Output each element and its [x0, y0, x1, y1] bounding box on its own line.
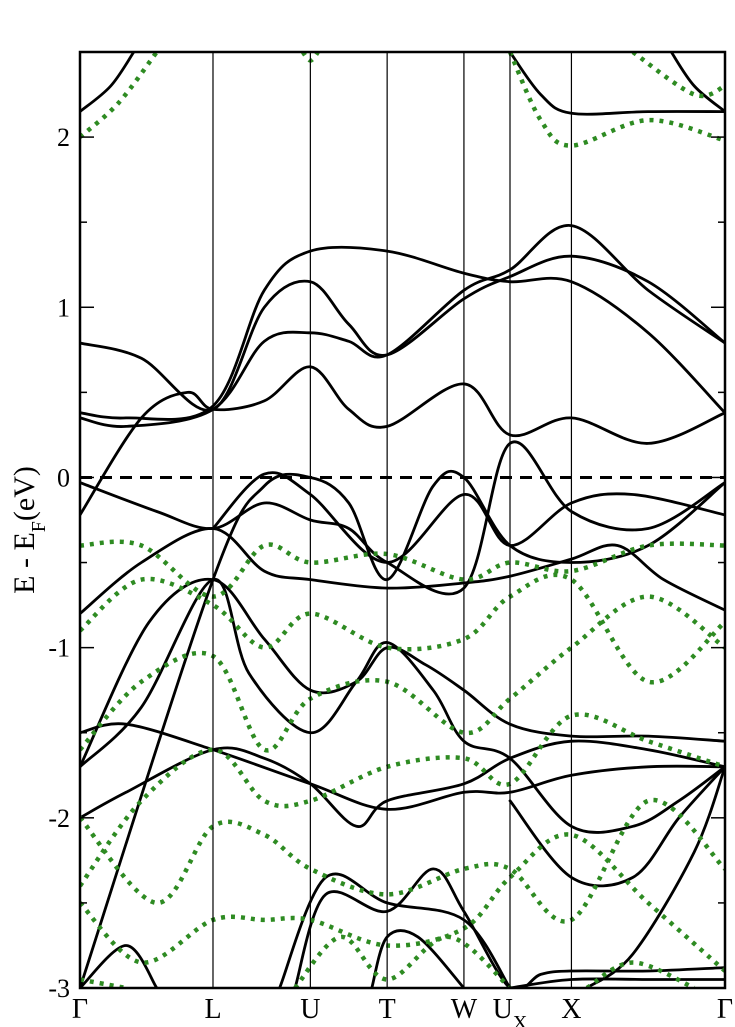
y-tick-label: 1 — [57, 293, 70, 322]
kpoint-label: W — [451, 994, 478, 1025]
solid-band-16 — [508, 765, 725, 888]
dotted-band-0 — [80, 52, 159, 139]
y-axis-title-tail: (eV) — [8, 466, 41, 521]
y-tick-label: 2 — [57, 123, 70, 152]
kpoint-lines — [212, 52, 573, 988]
solid-band-3 — [80, 578, 725, 834]
solid-band-6 — [80, 365, 725, 517]
kpoint-label-main: U — [300, 994, 320, 1025]
kpoint-label-sub: X — [513, 1012, 528, 1027]
dotted-band-11 — [293, 934, 512, 988]
solid-band-19 — [585, 765, 725, 988]
y-tick-label: -2 — [48, 804, 70, 833]
kpoint-label-main: U — [493, 994, 513, 1025]
solid-band-17 — [508, 977, 725, 988]
bands-layer — [80, 52, 725, 988]
solid-band-4 — [80, 739, 725, 828]
kpoint-label-main: X — [561, 994, 581, 1025]
kpoint-label-main: W — [451, 994, 478, 1025]
y-tick-label: 0 — [57, 463, 70, 492]
dotted-band-3 — [631, 52, 725, 99]
kpoint-label-main: Γ — [72, 994, 88, 1025]
solid-band-2 — [80, 722, 725, 811]
kpoint-label: X — [561, 994, 581, 1025]
kpoint-label-main: Γ — [717, 994, 733, 1025]
solid-band-11 — [80, 469, 725, 988]
kpoint-label: Γ — [72, 994, 88, 1025]
dotted-band-10 — [80, 977, 127, 988]
kpoint-label: T — [379, 994, 396, 1025]
solid-band-15 — [370, 929, 466, 988]
solid-band-21 — [669, 52, 725, 113]
dotted-band-2 — [507, 52, 725, 148]
kpoint-label: L — [204, 994, 221, 1025]
dotted-band-6 — [80, 594, 725, 753]
y-tick-label: -3 — [48, 974, 70, 1003]
solid-band-14 — [293, 867, 725, 988]
solid-band-5 — [80, 527, 725, 615]
kpoint-label-main: T — [379, 994, 396, 1025]
dotted-band-12 — [585, 960, 696, 988]
dotted-band-8 — [80, 797, 725, 924]
y-axis-title-sub: F — [28, 521, 50, 532]
kpoint-label: U — [300, 994, 320, 1025]
solid-band-8 — [80, 254, 725, 412]
dotted-band-5 — [80, 572, 725, 685]
y-tick-label: -1 — [48, 634, 70, 663]
plot-frame — [78, 50, 727, 990]
solid-band-10 — [80, 440, 725, 596]
y-axis-title-main: E - E — [8, 532, 41, 594]
y-axis: -3 -2 -1 0 1 2 — [48, 51, 725, 1003]
kpoint-label: UX — [493, 994, 528, 1027]
kpoint-label: Γ — [717, 994, 733, 1025]
kpoint-label-main: L — [204, 994, 221, 1025]
x-axis: Γ L U T W UX X Γ — [72, 994, 733, 1027]
solid-band-0 — [80, 944, 159, 988]
y-axis-title: E - EF(eV) — [8, 466, 50, 594]
solid-band-20 — [80, 52, 136, 113]
solid-band-12 — [211, 471, 725, 564]
dotted-band-7 — [80, 712, 725, 888]
dotted-band-9 — [80, 832, 725, 973]
